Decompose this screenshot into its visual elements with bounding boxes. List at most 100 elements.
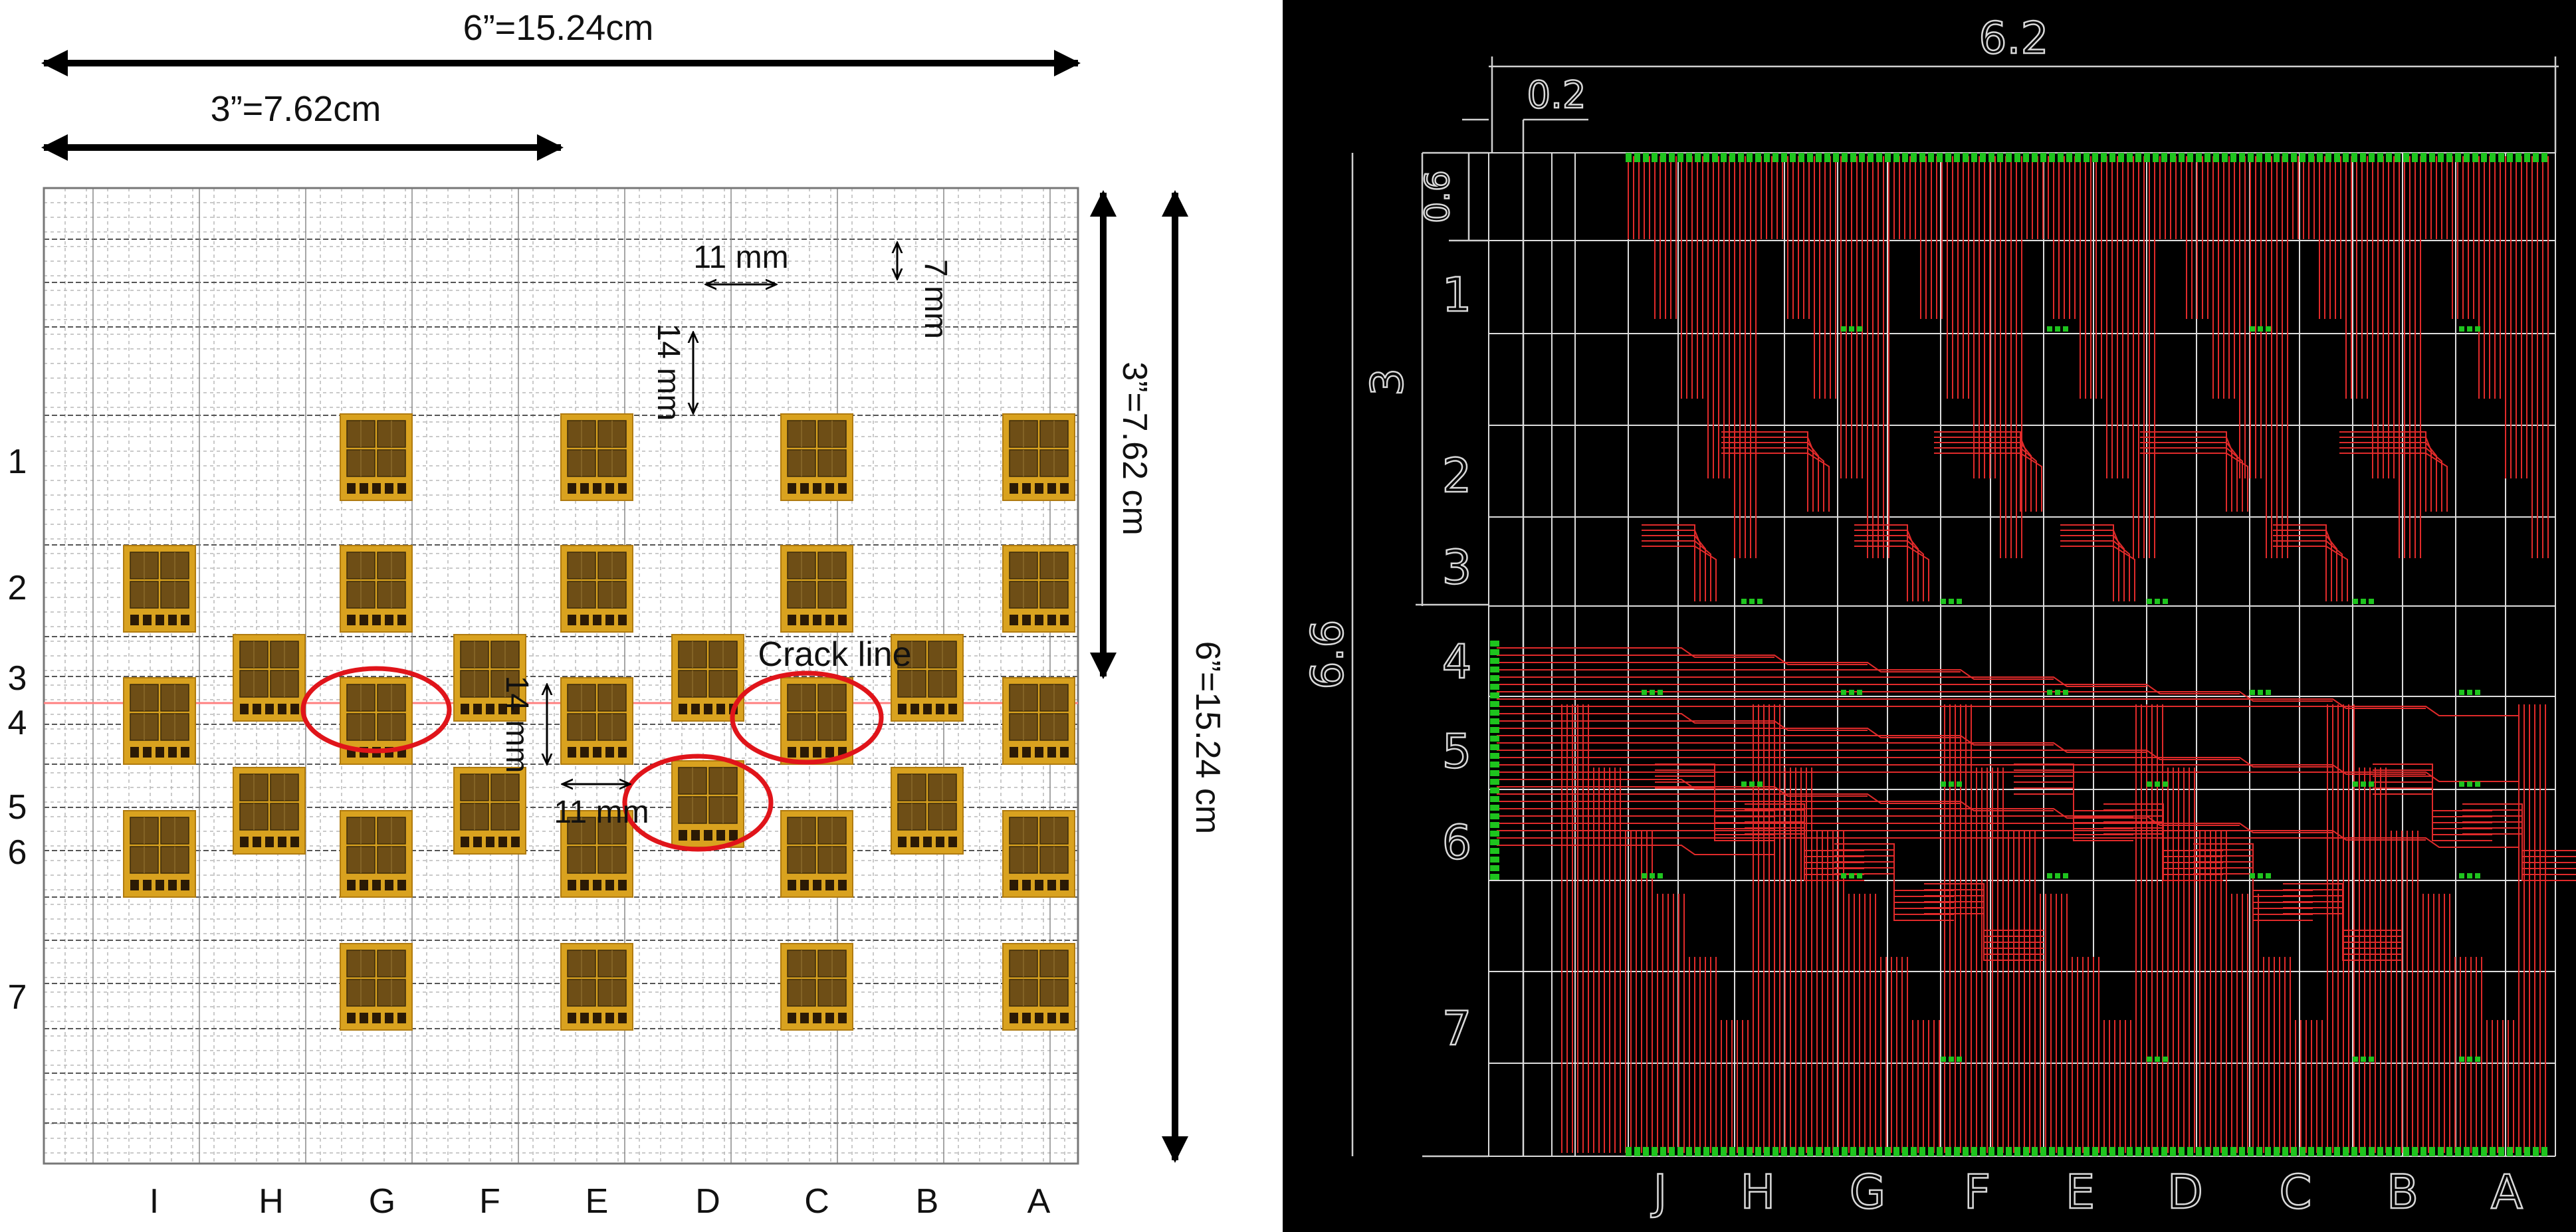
contact-pad: [2467, 1057, 2472, 1062]
circuit-row-label: 2: [1442, 449, 1472, 503]
contact-pad: [2014, 1147, 2020, 1156]
trace: [1497, 845, 1774, 855]
contact-pad: [2343, 153, 2349, 162]
strain-gauge: [560, 677, 633, 765]
contact-pad: [1626, 1147, 1632, 1156]
contact-pad: [1490, 857, 1499, 863]
strain-gauge: [891, 634, 964, 722]
contact-pad: [2239, 153, 2245, 162]
contact-pad: [1490, 744, 1499, 750]
contact-pad: [2266, 326, 2271, 332]
contact-pad: [1841, 690, 1846, 695]
trace: [1642, 546, 1717, 601]
contact-pad: [2196, 1147, 2202, 1156]
contact-pad: [2047, 873, 2052, 878]
contact-pad: [1490, 839, 1499, 845]
circuit-column-label: G: [1850, 1165, 1885, 1219]
contact-pad: [2369, 599, 2374, 604]
column-label: I: [150, 1182, 159, 1221]
contact-pad: [2325, 1147, 2331, 1156]
contact-pad: [1957, 781, 1962, 787]
contact-pad: [2014, 153, 2020, 162]
contact-pad: [2351, 153, 2357, 162]
contact-pad: [1658, 690, 1663, 695]
contact-pad: [1949, 599, 1954, 604]
contact-pad: [2498, 153, 2504, 162]
contact-pad: [1677, 1147, 1683, 1156]
row-label: 4: [8, 704, 27, 742]
trace: [1934, 453, 2042, 512]
contact-pad: [2300, 153, 2306, 162]
contact-pad: [2163, 1057, 2168, 1062]
contact-pad: [1490, 848, 1499, 854]
contact-pad: [1721, 153, 1727, 162]
contact-pad: [2467, 690, 2472, 695]
contact-pad: [1937, 1147, 1943, 1156]
contact-pad: [2360, 1147, 2366, 1156]
contact-pad: [2446, 153, 2452, 162]
column-label: E: [586, 1182, 609, 1221]
trace: [1497, 735, 2054, 746]
half-height-dimension-label: 3: [1362, 368, 1413, 396]
contact-pad: [1902, 153, 1908, 162]
contact-pad: [2524, 153, 2530, 162]
trace: [2283, 913, 2403, 961]
contact-pad: [2250, 690, 2255, 695]
trace: [1642, 540, 1711, 601]
contact-pad: [1945, 1147, 1951, 1156]
trace: [1497, 669, 2054, 680]
contact-pad: [2490, 153, 2496, 162]
strain-gauge: [780, 413, 853, 501]
contact-pad: [2127, 1147, 2133, 1156]
strain-gauge: [233, 634, 306, 722]
contact-pad: [2308, 153, 2314, 162]
contact-pad: [1490, 779, 1499, 785]
contact-pad: [2213, 153, 2219, 162]
contact-pad: [1669, 153, 1675, 162]
contact-pad: [1634, 1147, 1640, 1156]
contact-pad: [1963, 1147, 1969, 1156]
height-dimension-label: 6.6: [1302, 620, 1353, 690]
contact-pad: [2353, 781, 2358, 787]
strain-gauge: [1002, 810, 1075, 898]
contact-pad: [1971, 1147, 1977, 1156]
trace: [2462, 833, 2576, 881]
contact-pad: [1980, 153, 1986, 162]
contact-pad: [2109, 153, 2115, 162]
contact-pad: [2266, 690, 2271, 695]
contact-pad: [2213, 1147, 2219, 1156]
contact-pad: [2412, 153, 2418, 162]
contact-pad: [1841, 873, 1846, 878]
contact-pad: [2395, 1147, 2401, 1156]
contact-pad: [2047, 690, 2052, 695]
contact-pad: [2047, 326, 2052, 332]
contact-pad: [2032, 1147, 2038, 1156]
contact-pad: [1721, 1147, 1727, 1156]
contact-pad: [2274, 1147, 2280, 1156]
contact-pad: [2250, 326, 2255, 332]
strain-gauge: [780, 677, 853, 765]
column-label: B: [916, 1182, 939, 1221]
trace: [1854, 546, 1929, 601]
contact-pad: [2361, 599, 2366, 604]
contact-pad: [1490, 667, 1499, 672]
contact-pad: [1772, 153, 1778, 162]
contact-pad: [2459, 690, 2464, 695]
contact-pad: [2533, 153, 2539, 162]
contact-pad: [2472, 153, 2478, 162]
contact-pad: [1781, 1147, 1787, 1156]
contact-pad: [1772, 1147, 1778, 1156]
contact-pad: [2438, 1147, 2444, 1156]
contact-pad: [1857, 326, 1862, 332]
contact-pad: [1712, 153, 1718, 162]
contact-pad: [1816, 1147, 1822, 1156]
circuit-column-label: J: [1651, 1165, 1667, 1219]
trace: [1497, 786, 1868, 797]
contact-pad: [2222, 1147, 2228, 1156]
contact-pad: [1490, 736, 1499, 742]
contact-pad: [2412, 1147, 2418, 1156]
trace: [2273, 530, 2332, 601]
row-label: 6: [8, 833, 27, 872]
trace: [2140, 437, 2232, 512]
contact-pad: [1949, 1057, 1954, 1062]
